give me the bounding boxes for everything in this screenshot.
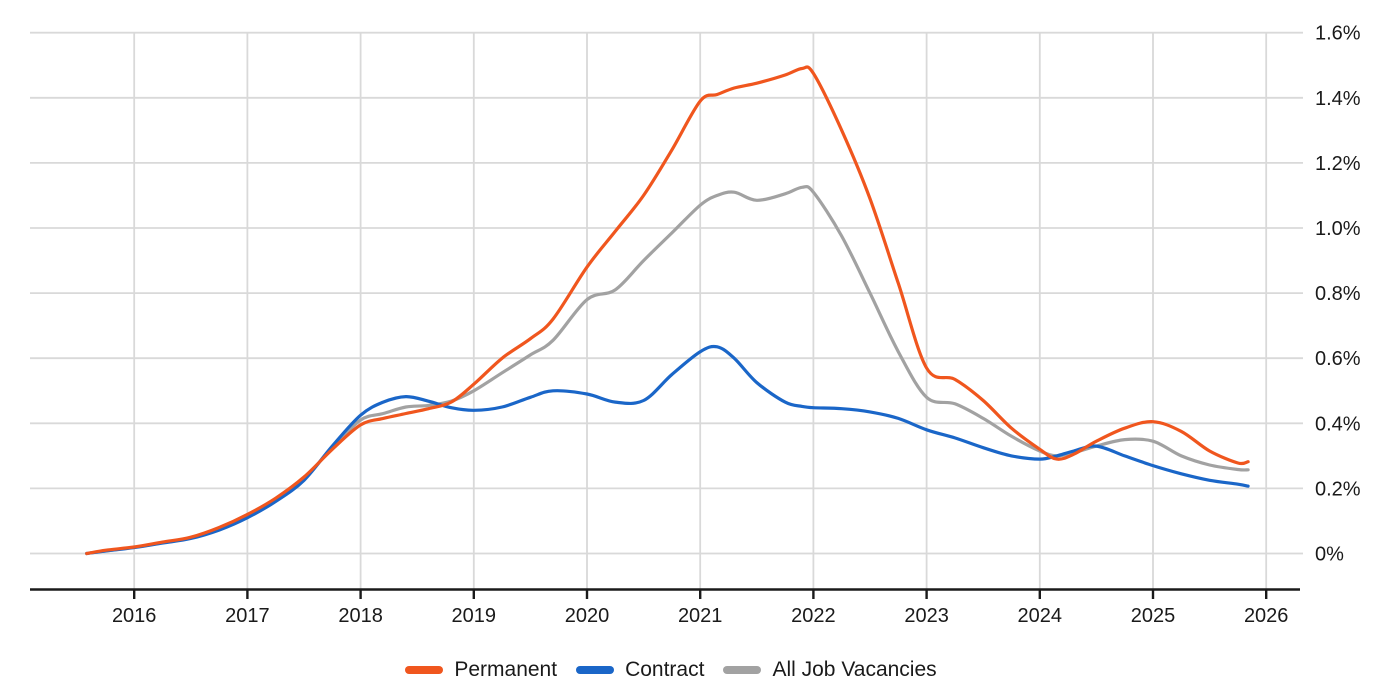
legend-label: All Job Vacancies	[772, 658, 937, 681]
x-axis-tick-label: 2024	[1018, 605, 1063, 627]
legend-swatch-permanent	[405, 666, 444, 674]
legend-label: Contract	[625, 658, 705, 681]
y-axis-tick-label: 0.8%	[1315, 283, 1361, 305]
x-axis-tick-label: 2026	[1244, 605, 1289, 627]
x-axis-tick-label: 2021	[678, 605, 723, 627]
y-axis-tick-label: 0%	[1315, 544, 1344, 566]
y-axis-tick-label: 0.2%	[1315, 478, 1361, 500]
y-axis-tick-label: 1.0%	[1315, 218, 1361, 240]
legend-swatch-all-job-vacancies	[723, 666, 762, 674]
legend-item-contract[interactable]: Contract	[576, 657, 704, 683]
x-axis-tick-label: 2025	[1131, 605, 1176, 627]
x-axis-tick-label: 2018	[338, 605, 383, 627]
x-axis-tick-label: 2022	[791, 605, 836, 627]
y-axis-tick-label: 0.4%	[1315, 413, 1361, 435]
y-axis-tick-label: 1.2%	[1315, 153, 1361, 175]
legend-item-all-job-vacancies[interactable]: All Job Vacancies	[723, 657, 937, 683]
series-line-all-job-vacancies	[85, 184, 1250, 556]
y-axis-tick-label: 1.6%	[1315, 23, 1361, 45]
x-axis-tick-label: 2020	[565, 605, 610, 627]
series-line-permanent	[85, 65, 1250, 556]
series-line-contract	[85, 344, 1250, 556]
legend-swatch-contract	[576, 666, 615, 674]
x-axis-tick-label: 2017	[225, 605, 270, 627]
chart-legend: Permanent Contract All Job Vacancies	[0, 657, 1400, 683]
x-axis-tick-label: 2016	[112, 605, 157, 627]
legend-label: Permanent	[454, 658, 558, 681]
x-axis-tick-label: 2023	[904, 605, 949, 627]
y-axis-tick-label: 1.4%	[1315, 88, 1361, 110]
x-axis-tick-label: 2019	[452, 605, 497, 627]
legend-item-permanent[interactable]: Permanent	[405, 657, 557, 683]
y-axis-tick-label: 0.6%	[1315, 348, 1361, 370]
